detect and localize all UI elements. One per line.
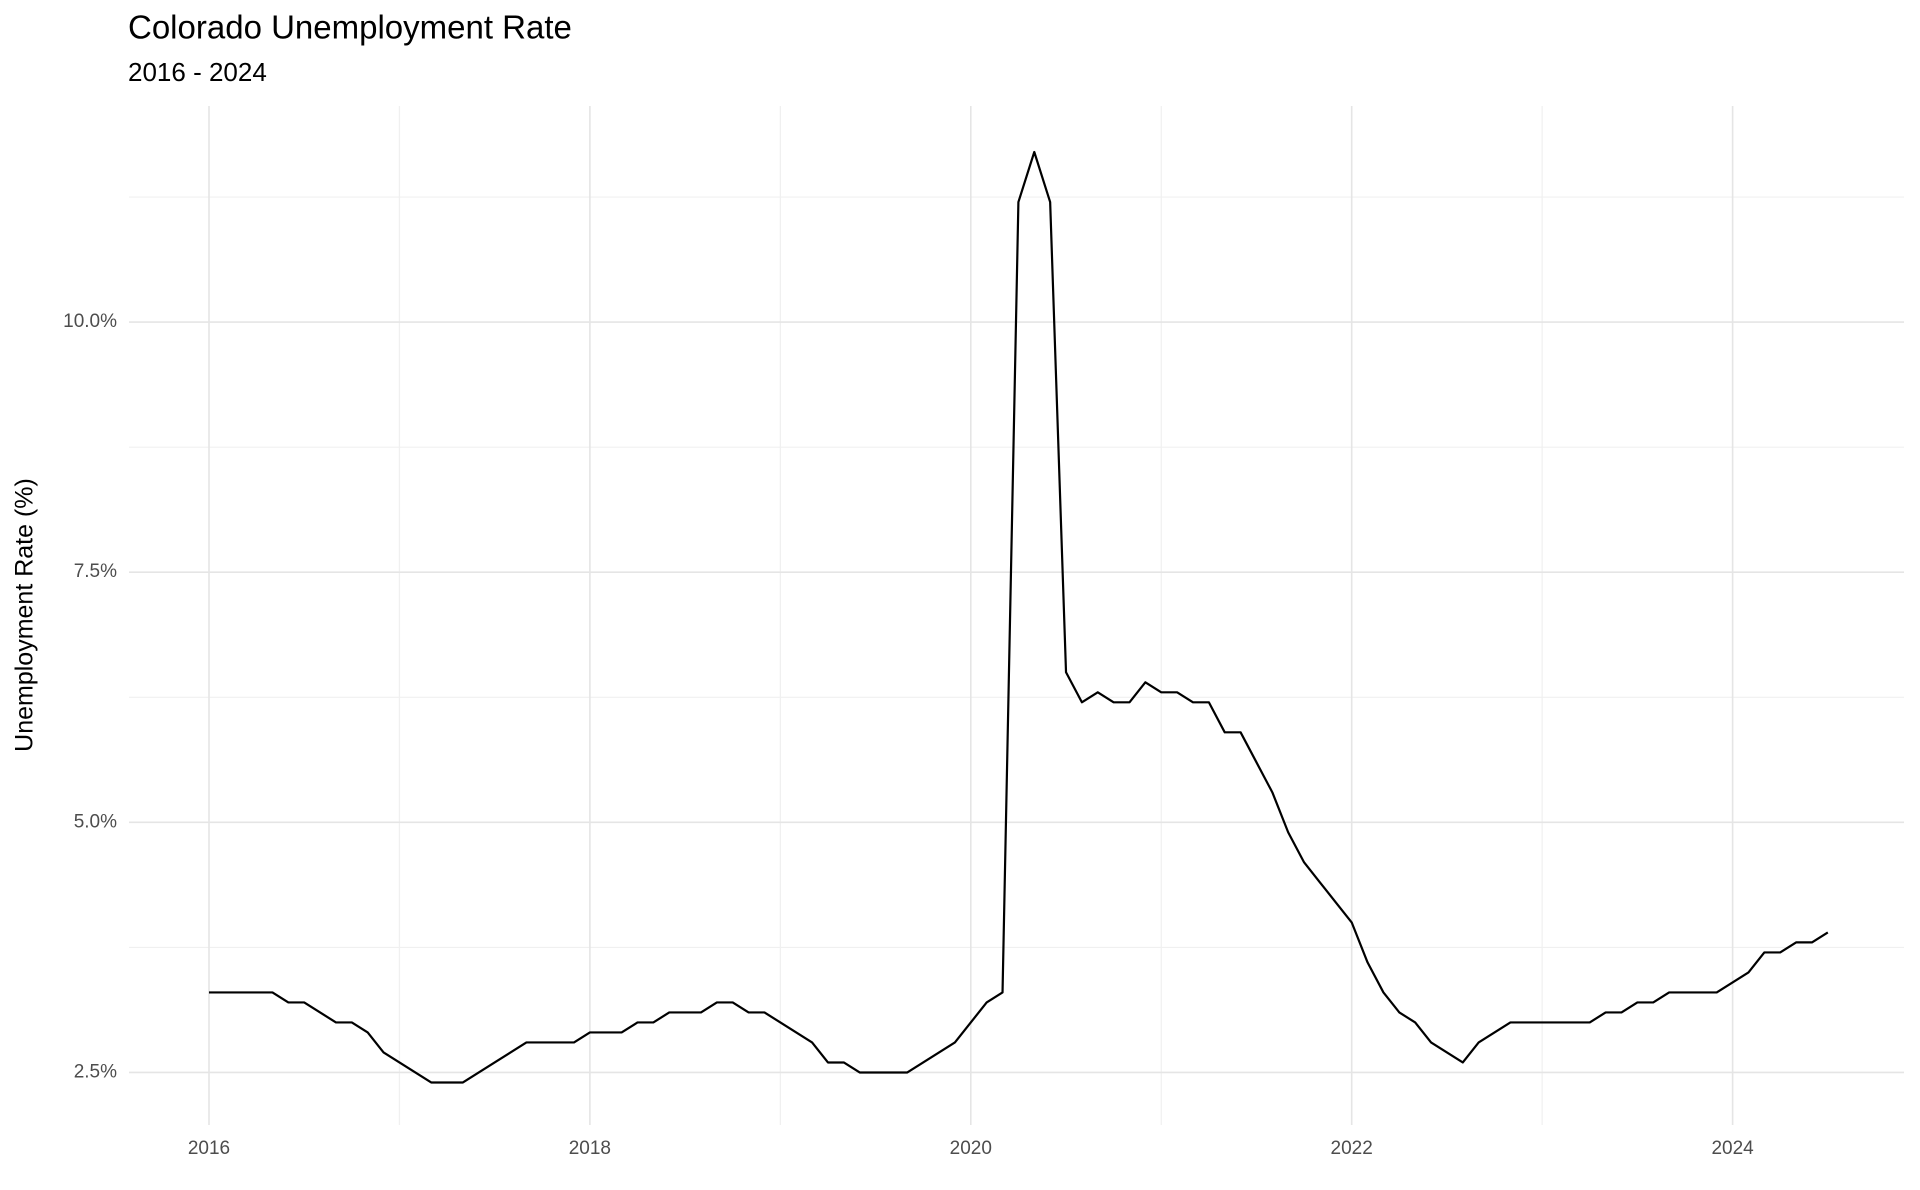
- x-tick-label: 2022: [1331, 1138, 1373, 1159]
- x-tick-label: 2016: [188, 1138, 230, 1159]
- x-tick-label: 2018: [569, 1138, 611, 1159]
- chart-subtitle: 2016 - 2024: [128, 57, 267, 87]
- y-tick-label: 7.5%: [74, 561, 117, 582]
- y-tick-label: 2.5%: [74, 1061, 117, 1082]
- chart-title: Colorado Unemployment Rate: [128, 9, 572, 46]
- x-tick-label: 2024: [1711, 1138, 1754, 1159]
- line: [208, 150, 1829, 1084]
- y-tick-label: 10.0%: [63, 311, 117, 332]
- y-tick-label: 5.0%: [74, 811, 117, 832]
- y-axis-title: Unemployment Rate (%): [11, 478, 39, 752]
- x-tick-label: 2020: [950, 1138, 992, 1159]
